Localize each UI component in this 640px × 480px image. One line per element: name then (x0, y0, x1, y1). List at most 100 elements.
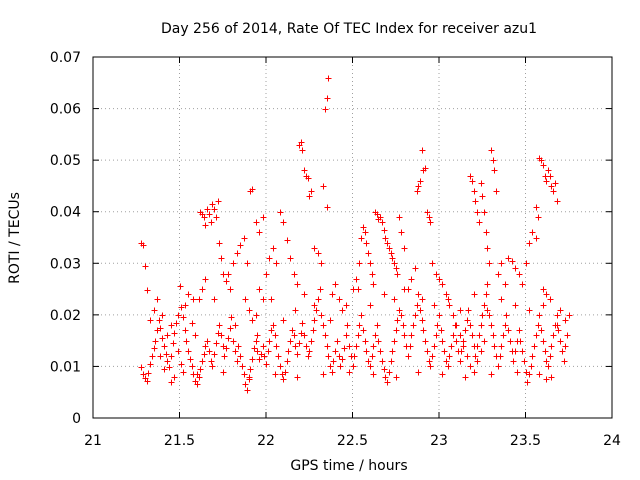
data-point (318, 312, 325, 319)
data-point (370, 371, 377, 378)
data-point (337, 363, 344, 370)
data-point (419, 147, 426, 154)
data-point (284, 358, 291, 365)
data-point (438, 327, 445, 334)
data-point (393, 327, 400, 334)
data-point (277, 363, 284, 370)
data-point (330, 358, 337, 365)
data-point (394, 271, 401, 278)
data-point (498, 343, 505, 350)
data-point (369, 353, 376, 360)
data-point (355, 332, 362, 339)
data-point (230, 338, 237, 345)
data-point (417, 178, 424, 185)
x-tick-label: 22.5 (337, 433, 368, 449)
data-point (433, 332, 440, 339)
y-tick-label: 0 (72, 411, 81, 427)
data-point (367, 302, 374, 309)
data-point (237, 242, 244, 249)
data-point (246, 307, 253, 314)
data-point (291, 332, 298, 339)
y-tick-label: 0.01 (50, 359, 81, 375)
data-point (547, 353, 554, 360)
data-point (389, 348, 396, 355)
data-point (157, 353, 164, 360)
data-point (488, 147, 495, 154)
data-point (206, 348, 213, 355)
data-point (313, 307, 320, 314)
data-point (239, 363, 246, 370)
data-point (173, 320, 180, 327)
data-point (491, 167, 498, 174)
data-point (268, 327, 275, 334)
data-point (367, 260, 374, 267)
data-point (529, 353, 536, 360)
data-point (566, 312, 573, 319)
data-point (292, 307, 299, 314)
data-point (464, 317, 471, 324)
data-point (317, 286, 324, 293)
data-point (311, 317, 318, 324)
data-point (491, 343, 498, 350)
data-point (472, 198, 479, 205)
data-point (336, 296, 343, 303)
data-point (389, 255, 396, 262)
y-tick-label: 0.05 (50, 153, 81, 169)
data-point (154, 296, 161, 303)
data-point (526, 240, 533, 247)
data-point (256, 229, 263, 236)
y-tick-label: 0.02 (50, 308, 81, 324)
data-point (190, 296, 197, 303)
data-point (500, 332, 507, 339)
data-point (362, 229, 369, 236)
data-point (443, 291, 450, 298)
data-point (303, 343, 310, 350)
data-point (232, 348, 239, 355)
data-point (547, 296, 554, 303)
grid-lines (93, 57, 612, 418)
data-point (507, 338, 514, 345)
data-point (474, 209, 481, 216)
data-point (356, 322, 363, 329)
data-point (548, 183, 555, 190)
data-point (260, 343, 267, 350)
data-point (452, 322, 459, 329)
data-point (436, 276, 443, 283)
data-point (266, 255, 273, 262)
data-point (497, 353, 504, 360)
data-point (216, 322, 223, 329)
data-point (343, 302, 350, 309)
data-point (467, 322, 474, 329)
data-point (533, 204, 540, 211)
data-point (166, 364, 173, 371)
data-point (213, 214, 220, 221)
data-point (346, 369, 353, 376)
data-point (218, 332, 225, 339)
data-point (445, 363, 452, 370)
data-point (388, 358, 395, 365)
data-point (282, 369, 289, 376)
data-point (377, 214, 384, 221)
data-point (315, 296, 322, 303)
data-point (147, 361, 154, 368)
data-point (294, 351, 301, 358)
data-point (305, 175, 312, 182)
data-point (379, 358, 386, 365)
data-point (168, 379, 175, 386)
data-point (474, 358, 481, 365)
data-point (327, 363, 334, 370)
data-point (512, 302, 519, 309)
data-point (263, 271, 270, 278)
data-point (557, 338, 564, 345)
data-point (280, 317, 287, 324)
data-point (161, 366, 168, 373)
data-point (350, 363, 357, 370)
data-point (178, 304, 185, 311)
data-point (339, 307, 346, 314)
data-point (554, 312, 561, 319)
data-point (453, 338, 460, 345)
data-point (265, 348, 272, 355)
data-point (476, 219, 483, 226)
data-point (223, 278, 230, 285)
